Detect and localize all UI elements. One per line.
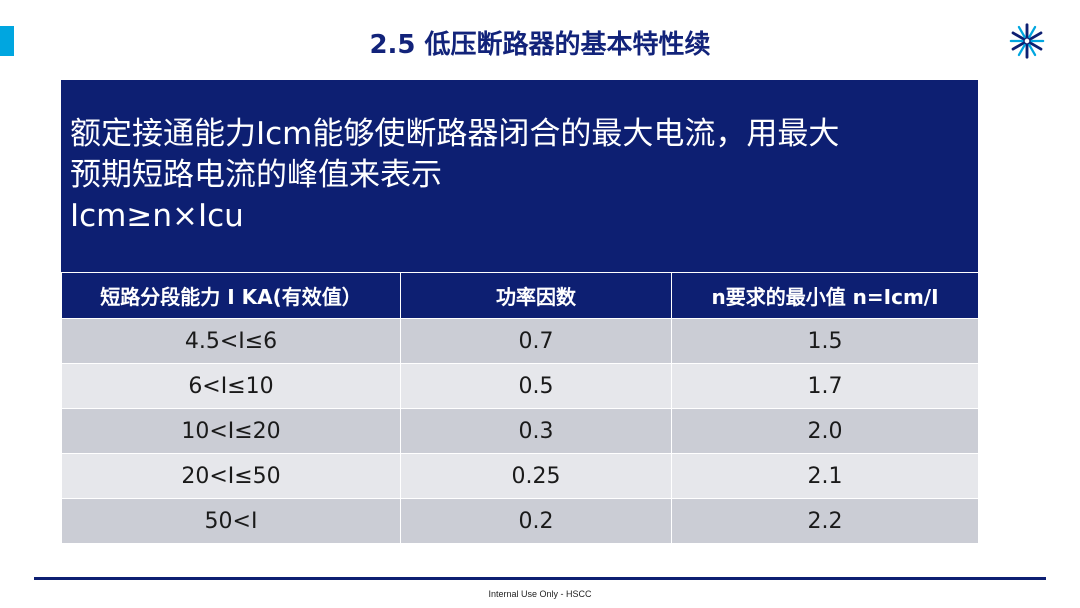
- cell-power-factor: 0.5: [400, 363, 672, 409]
- cell-power-factor: 0.25: [400, 453, 672, 499]
- table-row: 4.5<I≤6 0.7 1.5: [61, 318, 979, 364]
- definition-line: 额定接通能力Icm能够使断路器闭合的最大电流，用最大: [70, 116, 840, 152]
- cell-breaking-capacity: 6<I≤10: [61, 363, 401, 409]
- cell-power-factor: 0.3: [400, 408, 672, 454]
- snowflake-logo-icon: [1009, 23, 1045, 59]
- cell-min-n: 1.7: [671, 363, 979, 409]
- definition-box: 额定接通能力Icm能够使断路器闭合的最大电流，用最大 预期短路电流的峰值来表示 …: [61, 80, 978, 272]
- cell-min-n: 2.2: [671, 498, 979, 544]
- cell-min-n: 1.5: [671, 318, 979, 364]
- header-min-n: n要求的最小值 n=Icm/I: [671, 272, 979, 319]
- cell-power-factor: 0.7: [400, 318, 672, 364]
- cell-breaking-capacity: 10<I≤20: [61, 408, 401, 454]
- cell-breaking-capacity: 20<I≤50: [61, 453, 401, 499]
- footer-label: Internal Use Only - HSCC: [488, 589, 592, 599]
- table-header-row: 短路分段能力 I KA(有效值） 功率因数 n要求的最小值 n=Icm/I: [61, 272, 979, 319]
- slide-title: 2.5 低压断路器的基本特性续: [369, 30, 711, 60]
- cell-min-n: 2.0: [671, 408, 979, 454]
- definition-line: 预期短路电流的峰值来表示: [70, 157, 442, 193]
- cell-power-factor: 0.2: [400, 498, 672, 544]
- cell-breaking-capacity: 4.5<I≤6: [61, 318, 401, 364]
- breaking-capacity-table: 短路分段能力 I KA(有效值） 功率因数 n要求的最小值 n=Icm/I 4.…: [61, 272, 979, 544]
- formula-line: Icm≥n×Icu: [70, 198, 244, 234]
- left-accent-bar: [0, 26, 14, 56]
- table-row: 10<I≤20 0.3 2.0: [61, 408, 979, 454]
- header-breaking-capacity: 短路分段能力 I KA(有效值）: [61, 272, 401, 319]
- cell-breaking-capacity: 50<I: [61, 498, 401, 544]
- header-power-factor: 功率因数: [400, 272, 672, 319]
- table-row: 50<I 0.2 2.2: [61, 498, 979, 544]
- footer-divider: [34, 577, 1046, 580]
- table-row: 20<I≤50 0.25 2.1: [61, 453, 979, 499]
- cell-min-n: 2.1: [671, 453, 979, 499]
- table-row: 6<I≤10 0.5 1.7: [61, 363, 979, 409]
